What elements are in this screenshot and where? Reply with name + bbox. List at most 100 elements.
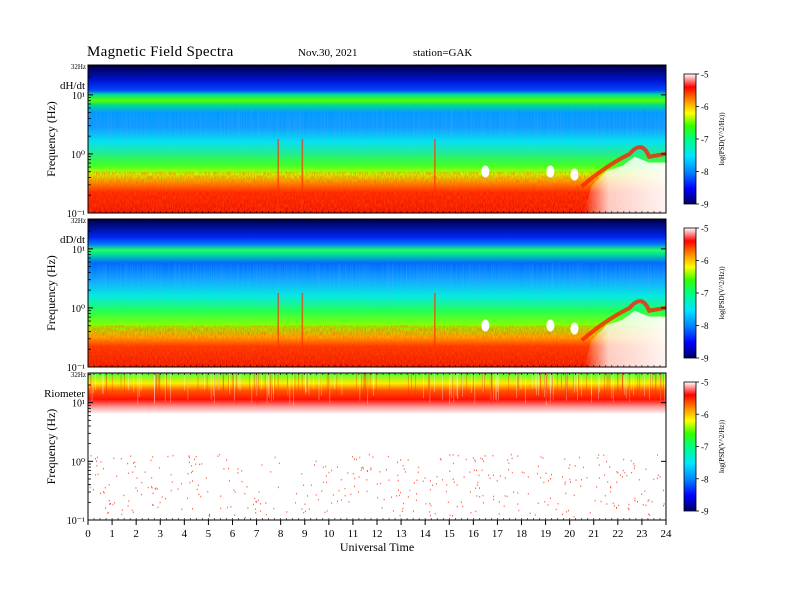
riometer-speckle <box>547 479 549 482</box>
colorbar-tick-label: -5 <box>701 378 709 388</box>
riometer-speckle <box>241 470 243 472</box>
riometer-speckle <box>476 495 478 497</box>
riometer-speckle <box>400 459 402 461</box>
riometer-speckle <box>596 486 598 488</box>
riometer-speckle <box>219 453 221 456</box>
riometer-speckle <box>616 481 618 483</box>
riometer-speckle <box>152 492 154 495</box>
riometer-speckle <box>265 513 267 516</box>
riometer-speckle <box>303 484 305 487</box>
signal-dropout <box>546 165 555 178</box>
x-tick-label: 7 <box>254 528 260 540</box>
riometer-speckle <box>392 510 394 512</box>
riometer-speckle <box>347 472 349 474</box>
y-axis-label: Frequency (Hz) <box>44 101 58 177</box>
low-signal-region <box>584 310 666 367</box>
panel-label: dD/dt <box>60 234 85 246</box>
riometer-speckle <box>633 467 635 470</box>
riometer-speckle <box>439 458 441 460</box>
riometer-speckle <box>429 514 431 517</box>
riometer-speckle <box>511 471 513 474</box>
x-tick-label: 10 <box>323 528 335 540</box>
riometer-speckle <box>634 497 636 500</box>
riometer-speckle <box>130 455 132 457</box>
riometer-speckle <box>480 457 482 460</box>
riometer-speckle <box>177 488 179 490</box>
riometer-speckle <box>550 477 552 480</box>
riometer-speckle <box>621 475 623 478</box>
riometer-speckle <box>256 501 258 503</box>
riometer-speckle <box>128 500 130 502</box>
riometer-speckle <box>237 472 239 474</box>
spectral-envelope <box>580 145 667 188</box>
riometer-speckle <box>154 488 156 490</box>
riometer-speckle <box>325 481 327 484</box>
riometer-speckle <box>295 502 297 504</box>
riometer-speckle <box>637 501 639 503</box>
riometer-speckle <box>657 454 659 456</box>
riometer-speckle <box>92 489 94 491</box>
riometer-speckle <box>578 456 580 459</box>
riometer-speckle <box>651 500 653 503</box>
riometer-speckle <box>247 507 249 509</box>
riometer-speckle <box>446 484 448 486</box>
riometer-speckle <box>659 476 661 478</box>
riometer-speckle <box>511 457 513 460</box>
riometer-speckle <box>600 500 602 503</box>
riometer-speckle <box>647 500 649 502</box>
riometer-speckle <box>424 477 426 479</box>
riometer-speckle <box>627 507 629 510</box>
x-tick-label: 16 <box>468 528 480 540</box>
riometer-speckle <box>186 497 188 500</box>
riometer-speckle <box>506 495 508 498</box>
riometer-speckle <box>416 493 418 495</box>
riometer-speckle <box>422 480 424 483</box>
riometer-speckle <box>301 473 303 475</box>
riometer-speckle <box>172 454 174 457</box>
riometer-speckle <box>273 507 275 510</box>
x-tick-label: 22 <box>612 528 623 540</box>
riometer-speckle <box>379 471 381 473</box>
riometer-speckle <box>624 471 626 474</box>
riometer-speckle <box>135 487 137 489</box>
riometer-speckle <box>328 471 330 474</box>
riometer-speckle <box>634 465 636 467</box>
riometer-speckle <box>404 471 406 473</box>
riometer-speckle <box>304 503 306 505</box>
riometer-speckle <box>604 494 606 497</box>
riometer-speckle <box>476 484 478 486</box>
colorbar-tick-label: -5 <box>701 224 709 234</box>
y-top-label: 32Hz <box>71 371 86 379</box>
riometer-speckle <box>610 485 612 488</box>
riometer-speckle <box>107 512 109 514</box>
riometer-speckle <box>562 476 564 478</box>
riometer-speckle <box>493 498 495 501</box>
riometer-speckle <box>188 461 190 464</box>
riometer-speckle <box>492 474 494 476</box>
riometer-speckle <box>356 458 358 461</box>
spectral-envelope <box>580 299 667 342</box>
riometer-speckle <box>131 509 133 512</box>
riometer-speckle <box>308 508 310 510</box>
riometer-speckle <box>167 455 169 458</box>
riometer-speckle <box>351 455 353 458</box>
riometer-speckle <box>381 507 383 509</box>
riometer-speckle <box>603 454 605 457</box>
riometer-speckle <box>543 481 545 484</box>
riometer-speckle <box>354 458 356 460</box>
x-axis-label: Universal Time <box>340 540 414 554</box>
riometer-speckle <box>564 481 566 483</box>
riometer-speckle <box>155 487 157 489</box>
riometer-speckle <box>134 465 136 468</box>
riometer-speckle <box>96 464 98 467</box>
riometer-speckle <box>358 476 360 478</box>
riometer-speckle <box>370 467 372 470</box>
colorbar-gradient <box>683 73 697 205</box>
riometer-speckle <box>192 470 194 472</box>
riometer-speckle <box>445 490 447 493</box>
riometer-speckle <box>370 468 372 471</box>
riometer-speckle <box>274 456 276 459</box>
riometer-speckle <box>402 502 404 505</box>
riometer-speckle <box>189 481 191 484</box>
